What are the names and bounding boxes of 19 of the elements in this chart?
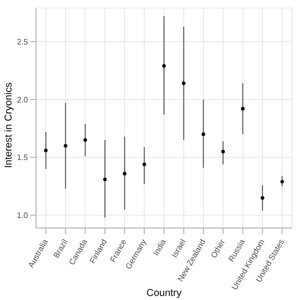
point: [182, 81, 186, 86]
point: [64, 144, 68, 148]
point: [202, 132, 206, 136]
point: [83, 138, 88, 142]
point: [240, 106, 245, 111]
y-axis-title: Interest in Cryonics: [4, 82, 15, 168]
y-tick-label: 2.5: [16, 37, 29, 46]
point: [142, 162, 146, 166]
point: [280, 180, 284, 184]
point: [103, 178, 107, 182]
point: [260, 196, 264, 200]
y-tick-label: 1.0: [16, 211, 29, 220]
point: [221, 150, 225, 154]
point: [162, 64, 166, 68]
y-tick-label: 2.0: [16, 95, 29, 104]
point: [44, 148, 48, 152]
x-axis-title: Country: [146, 288, 182, 299]
y-tick-label: 1.5: [16, 153, 29, 162]
point: [122, 172, 126, 176]
